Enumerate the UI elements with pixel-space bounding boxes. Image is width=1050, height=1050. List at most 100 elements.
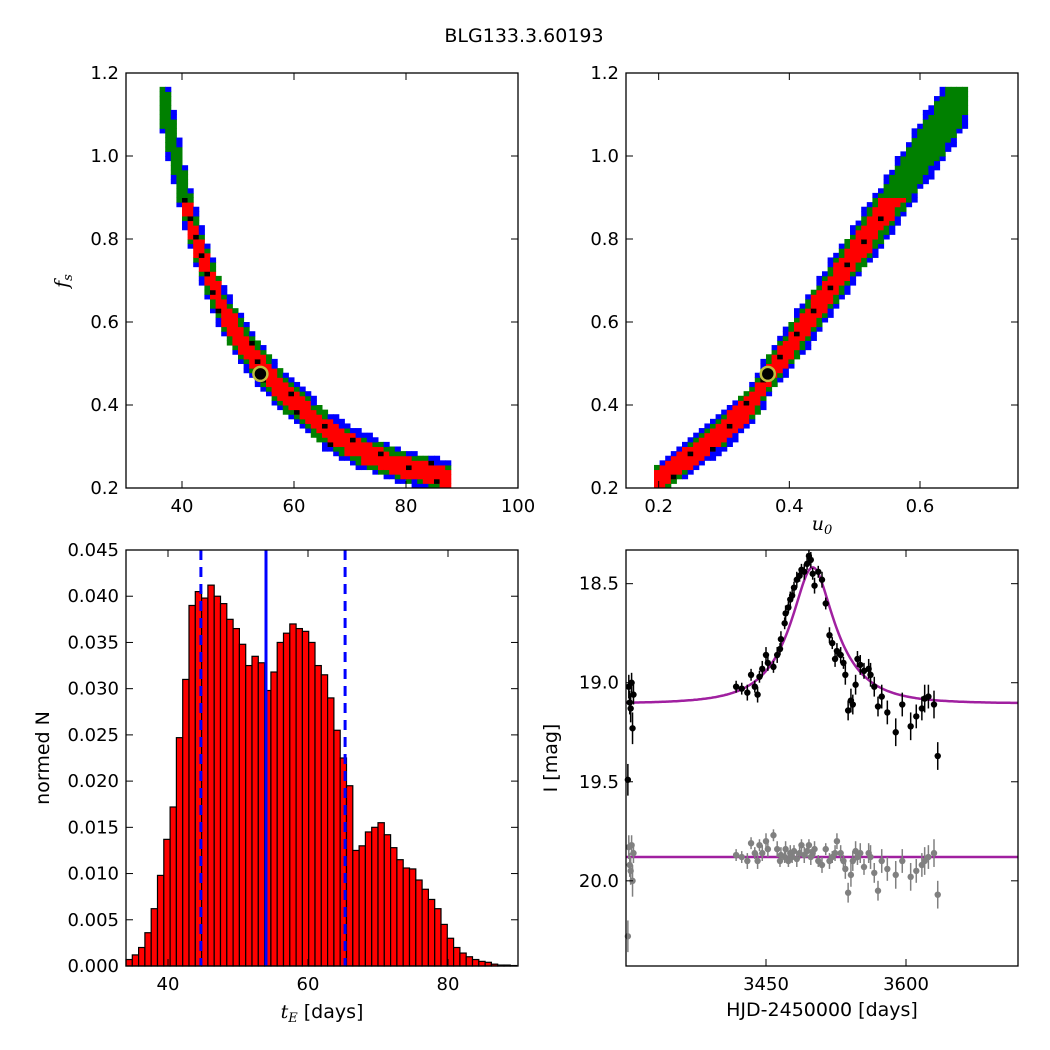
heatmap-cell [327, 446, 334, 452]
heatmap-cell [900, 192, 907, 198]
heatmap-cell [945, 142, 952, 148]
heatmap-cell [361, 460, 368, 466]
data-point [844, 707, 852, 714]
heatmap-cell [861, 248, 868, 254]
heatmap-cell [816, 326, 823, 332]
heatmap-cell [187, 211, 194, 217]
heatmap-cell [428, 469, 435, 475]
heatmap-cell [962, 96, 969, 102]
heatmap-cell [743, 395, 750, 401]
heatmap-cell [682, 451, 689, 457]
heatmap-cell [254, 345, 261, 351]
heatmap-cell [911, 151, 918, 157]
heatmap-cell [282, 405, 289, 411]
heatmap-cell [394, 446, 401, 452]
data-point [833, 838, 841, 845]
histogram-bar [182, 678, 190, 967]
axes-frame [625, 72, 1019, 489]
heatmap-cell [176, 165, 183, 171]
heatmap-cell [434, 455, 441, 461]
heatmap-cell [243, 363, 250, 369]
data-point [793, 855, 800, 863]
heatmap-cell [827, 308, 834, 314]
heatmap-cell [894, 220, 901, 226]
histogram-bar [471, 958, 480, 967]
heatmap-cell [861, 211, 868, 217]
heatmap-cell [445, 464, 452, 471]
heatmap-cell [934, 137, 941, 143]
heatmap-cell [400, 460, 407, 466]
heatmap-cell [361, 451, 368, 457]
heatmap-cell [232, 312, 239, 318]
heatmap-cell [939, 100, 946, 106]
heatmap-cell [822, 312, 829, 318]
heatmap-cell [805, 322, 812, 328]
heatmap-cell [833, 257, 840, 263]
heatmap-cell [855, 239, 862, 245]
x-tick-label: 60 [297, 974, 320, 995]
y-axis-label: normed N [32, 711, 54, 805]
heatmap-cell [243, 340, 250, 346]
heatmap-cell [389, 446, 396, 452]
heatmap-cell [878, 211, 885, 217]
heatmap-cell [372, 460, 379, 466]
heatmap-cell [743, 418, 750, 424]
heatmap-cell [221, 285, 228, 291]
heatmap-cell [906, 160, 913, 166]
heatmap-cell [934, 160, 941, 166]
heatmap-cell [417, 469, 424, 475]
heatmap-cell [805, 345, 812, 351]
heatmap-cell-min [670, 474, 677, 480]
heatmap-cell [878, 225, 885, 231]
heatmap-cell [928, 119, 935, 125]
heatmap-cell [333, 428, 340, 434]
heatmap-cell [782, 349, 789, 355]
heatmap-cell [838, 280, 845, 286]
heatmap-cell [917, 128, 924, 134]
heatmap-cell [833, 262, 840, 268]
data-point [630, 849, 637, 857]
heatmap-cell [754, 372, 761, 378]
heatmap-cell [810, 289, 817, 295]
heatmap-cell [833, 289, 840, 295]
heatmap-cell [182, 225, 189, 231]
heatmap-cell [165, 100, 172, 106]
heatmap-cell [266, 377, 273, 383]
heatmap-cell [232, 349, 239, 355]
heatmap-cell [822, 317, 829, 323]
heatmap-cell [928, 137, 935, 143]
heatmap-cell [355, 451, 362, 457]
heatmap-cell [855, 220, 862, 226]
heatmap-cell [193, 229, 200, 235]
heatmap-cell [383, 474, 390, 480]
heatmap-cell [238, 322, 245, 328]
data-point [751, 849, 758, 857]
heatmap-cell [204, 275, 211, 281]
heatmap-cell [316, 409, 323, 415]
heatmap-cell [906, 165, 913, 171]
heatmap-cell [861, 257, 868, 263]
heatmap-cell [866, 220, 873, 226]
heatmap-cell [366, 432, 373, 438]
heatmap-cell [434, 460, 441, 466]
heatmap-cell [322, 428, 329, 434]
heatmap-cell [277, 377, 284, 383]
heatmap-cell [799, 326, 806, 332]
heatmap-cell [822, 289, 829, 295]
heatmap-cell [838, 294, 845, 300]
heatmap-cell-min [861, 239, 868, 245]
heatmap-cell [950, 91, 957, 97]
heatmap-cell [316, 437, 323, 443]
heatmap-cell [911, 179, 918, 185]
heatmap-cell [721, 423, 728, 429]
data-point [899, 857, 906, 865]
heatmap-cell [176, 174, 183, 180]
axes-frame [625, 549, 1019, 967]
data-point [764, 659, 772, 667]
heatmap-cell [198, 239, 205, 245]
heatmap-cell [766, 386, 773, 392]
heatmap-cell [344, 451, 351, 457]
heatmap-cell [945, 132, 952, 139]
heatmap-cell [682, 446, 689, 452]
heatmap-cell [816, 285, 823, 291]
